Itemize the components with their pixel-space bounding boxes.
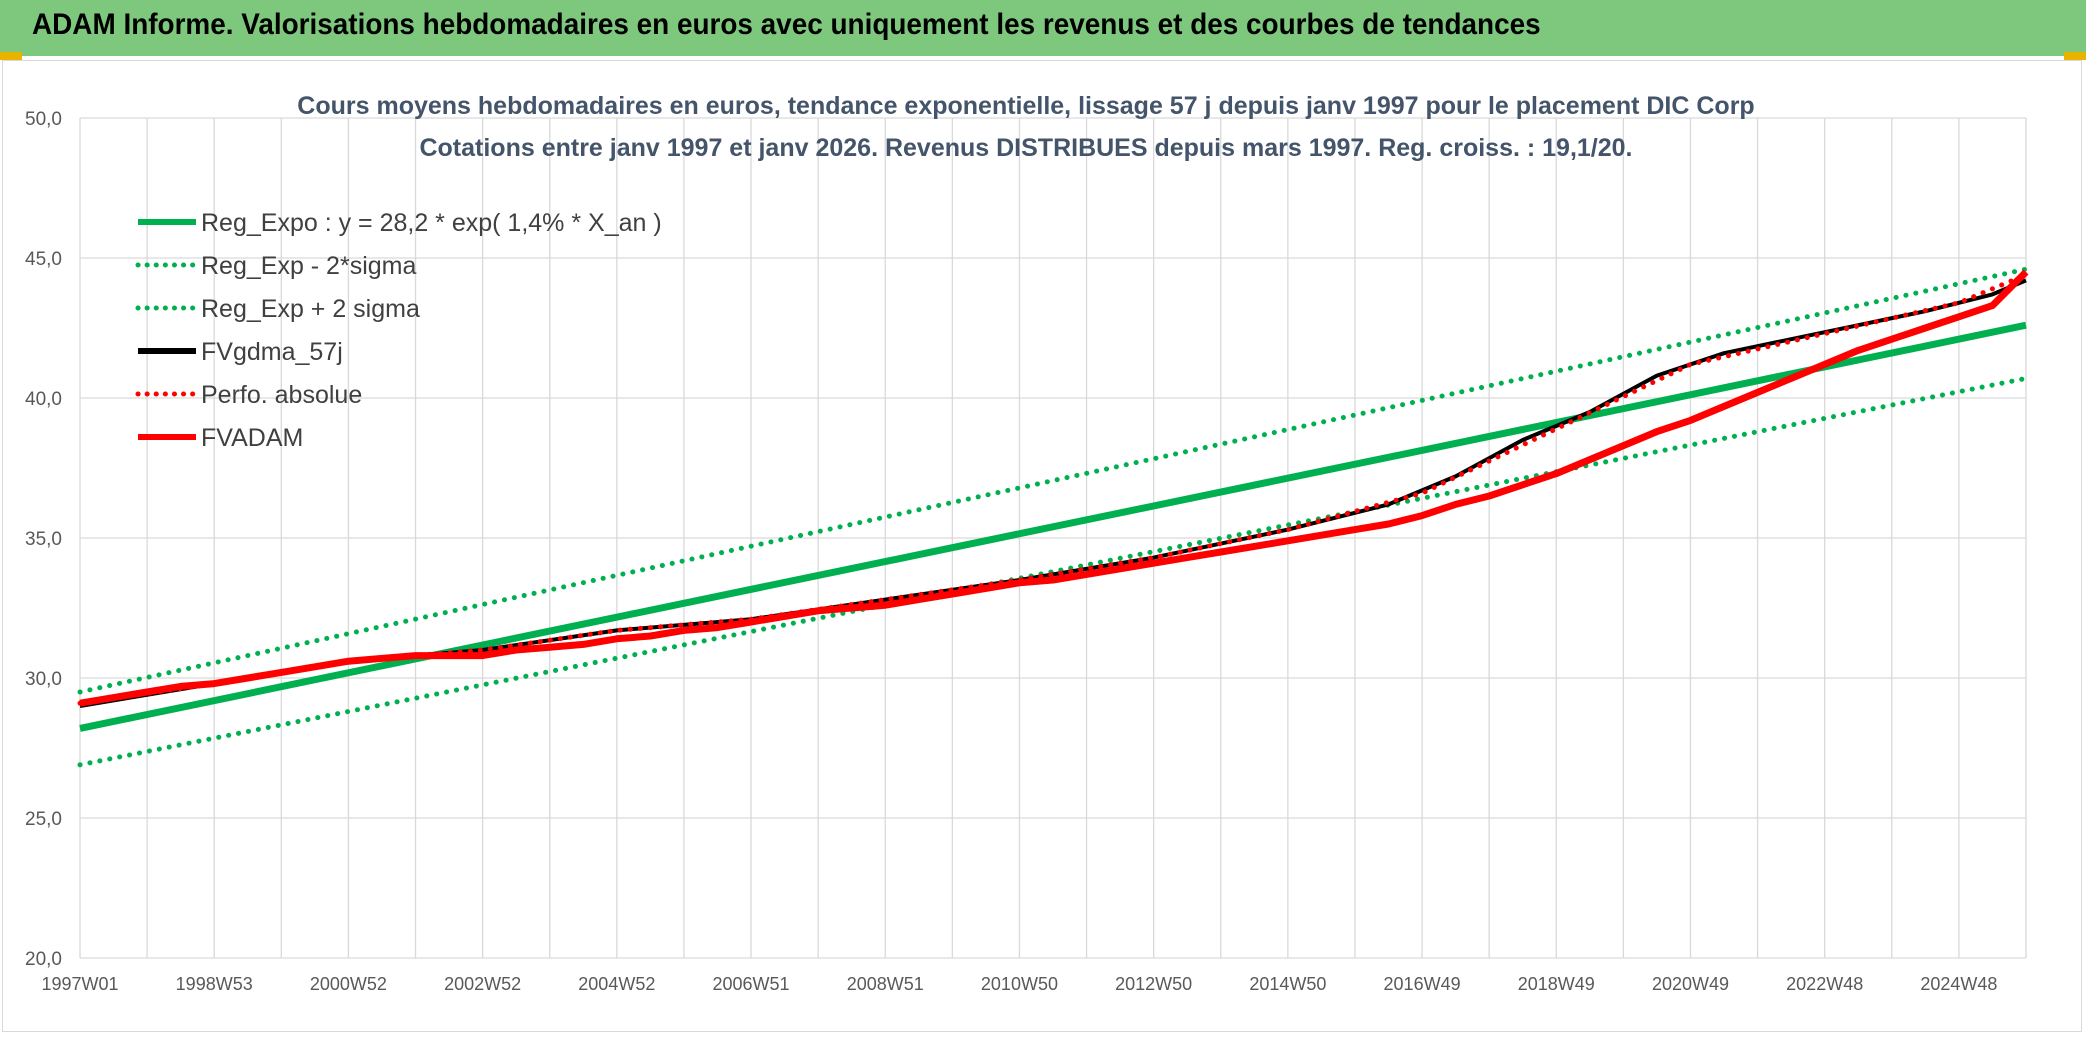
y-tick-label: 20,0 [25,949,62,970]
x-tick-label: 2022W48 [1786,974,1863,994]
series-line-1 [77,375,2029,768]
page-title: ADAM Informe. Valorisations hebdomadaire… [32,8,1541,41]
x-tick-label: 2010W50 [981,974,1058,994]
y-tick-label: 30,0 [25,669,62,690]
y-tick-label: 25,0 [25,809,62,830]
x-tick-label: 2000W52 [310,974,387,994]
chart-title-line2: Cotations entre janv 1997 et janv 2026. … [419,134,1632,162]
y-axis-ticks: 20,0 25,0 30,0 35,0 40,0 45,0 50,0 [25,109,62,970]
series-line-5 [79,269,2029,707]
x-tick-label: 2018W49 [1518,974,1595,994]
chart-title-line1: Cours moyens hebdomadaires en euros, ten… [297,92,1754,120]
x-tick-label: 2004W52 [578,974,655,994]
legend-label: Perfo. absolue [201,381,362,409]
legend-label: Reg_Exp + 2 sigma [201,295,420,323]
y-tick-label: 35,0 [25,529,62,550]
chart-grid [79,117,2027,959]
x-axis-ticks: 1997W01 1998W53 2000W52 2002W52 2004W52 2006W… [41,974,1997,994]
x-tick-label: 1998W53 [176,974,253,994]
legend-label: Reg_Exp - 2*sigma [201,252,416,280]
x-tick-label: 2002W52 [444,974,521,994]
x-tick-label: 2014W50 [1249,974,1326,994]
x-tick-label: 2024W48 [1920,974,1997,994]
y-tick-label: 45,0 [25,249,62,270]
y-tick-label: 40,0 [25,389,62,410]
corner-accent-right [2064,52,2086,60]
series-line-3 [79,278,2027,708]
x-tick-label: 1997W01 [41,974,118,994]
x-tick-label: 2008W51 [847,974,924,994]
legend-label: FVADAM [201,424,303,452]
x-tick-label: 2016W49 [1384,974,1461,994]
legend-label: FVgdma_57j [201,338,343,366]
chart-series [77,266,2029,768]
series-line-4 [77,272,2029,706]
chart-legend: Reg_Expo : y = 28,2 * exp( 1,4% * X_an )… [135,209,662,452]
chart-frame [2,60,2082,1032]
series-line-0 [79,321,2027,732]
y-tick-label: 50,0 [25,109,62,130]
legend-label: Reg_Expo : y = 28,2 * exp( 1,4% * X_an ) [201,209,662,237]
x-tick-label: 2012W50 [1115,974,1192,994]
x-tick-label: 2006W51 [713,974,790,994]
header-banner: ADAM Informe. Valorisations hebdomadaire… [0,0,2086,56]
series-line-2 [77,266,2029,695]
corner-accent-left [0,52,22,60]
x-tick-label: 2020W49 [1652,974,1729,994]
